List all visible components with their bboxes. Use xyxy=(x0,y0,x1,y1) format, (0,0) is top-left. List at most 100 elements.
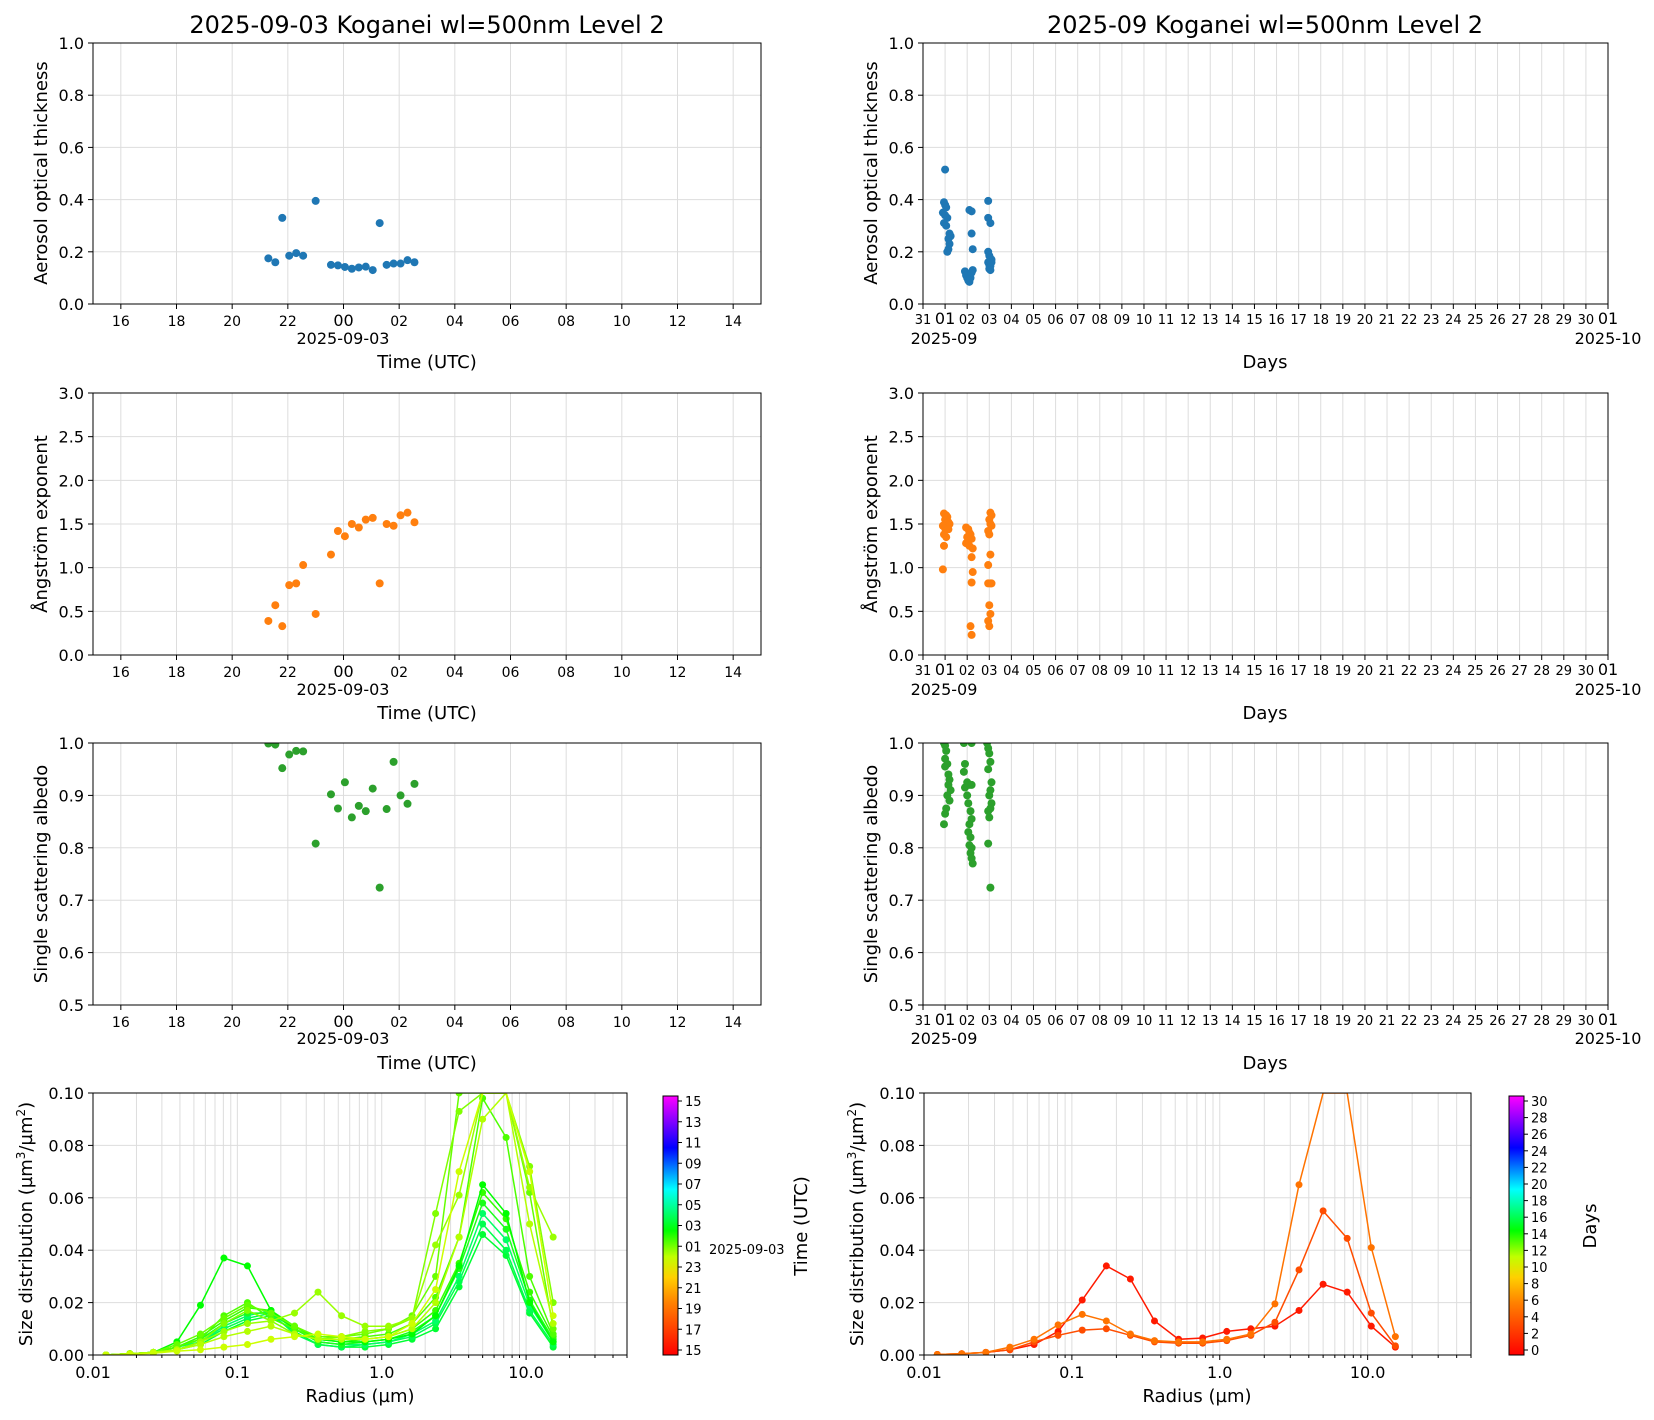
data-point xyxy=(941,165,950,174)
plot-area xyxy=(93,743,761,1005)
data-point xyxy=(984,765,993,774)
y-tick-label: 0.10 xyxy=(48,1084,84,1103)
data-point xyxy=(354,523,363,532)
colorbar-gradient xyxy=(1508,1095,1525,1356)
series-point xyxy=(149,1349,157,1355)
colorbar-tick-label: 03 xyxy=(685,1220,702,1235)
colorbar-tick-label: 18 xyxy=(1531,1195,1548,1210)
series-point xyxy=(220,1254,228,1262)
data-point xyxy=(985,791,994,800)
monthly-angstrom-panel: 0.00.51.01.52.02.53.0 31 01 02 03 04 05 06 07 08… xyxy=(860,384,1641,724)
data-point xyxy=(967,553,976,562)
x-tick-label: 26 xyxy=(1489,313,1506,328)
x-tick-label: 18 xyxy=(168,314,186,330)
x-axis-label: Time (UTC) xyxy=(376,1053,477,1074)
data-point xyxy=(939,820,948,829)
data-point xyxy=(985,813,994,822)
y-tick-label: 3.0 xyxy=(889,384,914,403)
x-axis-label: Time (UTC) xyxy=(376,703,477,724)
data-point xyxy=(292,579,301,588)
colorbar-tick-label: 05 xyxy=(685,1199,702,1214)
series-point xyxy=(502,1246,510,1254)
x-end-label: 2025-10 xyxy=(1575,680,1642,699)
x-tick-label: 19 xyxy=(1335,313,1352,328)
data-point xyxy=(278,764,287,773)
series-point xyxy=(526,1220,534,1228)
data-point xyxy=(271,743,280,749)
colorbar-tick-label: 12 xyxy=(1531,1244,1548,1259)
x-ticks: 0.01 0.1 1.0 10.0 xyxy=(906,1355,1472,1382)
data-point xyxy=(985,601,994,610)
data-point xyxy=(299,251,308,260)
x-tick-label: 02 xyxy=(959,313,976,328)
data-point xyxy=(967,743,976,747)
series-point xyxy=(479,1115,487,1123)
data-point xyxy=(967,229,976,238)
data-point xyxy=(396,511,405,520)
y-tick-label: 0.04 xyxy=(879,1241,915,1260)
series-point xyxy=(243,1320,251,1328)
series-point xyxy=(173,1347,181,1355)
series-point xyxy=(432,1299,440,1307)
data-point xyxy=(389,521,398,530)
daily-aot-panel: 0.00.20.40.60.81.0 16 18 20 22 00 02 04 06 08 10 1… xyxy=(31,34,762,373)
x-tick-label: 08 xyxy=(557,314,575,330)
data-point xyxy=(271,601,280,610)
series-point xyxy=(549,1320,557,1328)
colorbar-tick-label: 24 xyxy=(1531,1145,1548,1160)
data-point xyxy=(964,799,973,808)
x-tick-label: 06 xyxy=(502,665,520,681)
grid xyxy=(923,1092,1472,1356)
series-point xyxy=(1126,1330,1134,1338)
series-point xyxy=(243,1262,251,1270)
x-tick-label: 10 xyxy=(1136,313,1153,328)
series-point xyxy=(432,1325,440,1333)
series-point xyxy=(933,1350,941,1355)
x-tick-label: 30 xyxy=(1578,664,1595,679)
y-axis-label: Ångström exponent xyxy=(30,435,52,613)
data-point xyxy=(333,804,342,813)
colorbar-tick-label: 01 xyxy=(685,1240,702,1255)
data-point xyxy=(326,550,335,559)
series-point xyxy=(1078,1326,1086,1334)
x-tick-label: 12 xyxy=(1180,664,1197,679)
series-point xyxy=(549,1233,557,1241)
x-tick-label: 05 xyxy=(1025,664,1042,679)
y-tick-label: 1.0 xyxy=(889,734,914,753)
x-tick-label: 01 xyxy=(935,1010,955,1029)
x-axis-label: Radius (µm) xyxy=(305,1386,414,1407)
data-point xyxy=(987,579,996,588)
series-point xyxy=(220,1314,228,1322)
data-point xyxy=(410,518,419,527)
x-tick-label: 14 xyxy=(1224,313,1241,328)
x-tick-label: 01 xyxy=(1598,660,1618,679)
x-tick-label: 20 xyxy=(1357,664,1374,679)
y-tick-label: 0.06 xyxy=(48,1189,84,1208)
colorbar-tick-label: 11 xyxy=(685,1137,702,1152)
x-tick-label: 10 xyxy=(1136,664,1153,679)
series-point xyxy=(479,1181,487,1189)
data-point xyxy=(396,791,405,800)
y-tick-label: 0.6 xyxy=(59,138,84,157)
x-tick-label: 03 xyxy=(981,664,998,679)
data-point xyxy=(959,767,968,776)
series-point xyxy=(267,1309,275,1317)
data-point xyxy=(941,809,950,818)
series-point xyxy=(432,1241,440,1249)
x-tick-label: 31 xyxy=(915,664,932,679)
x-tick-label: 14 xyxy=(1224,664,1241,679)
data-point xyxy=(986,609,995,618)
x-tick-label: 05 xyxy=(1025,1014,1042,1029)
series-point xyxy=(361,1335,369,1343)
colorbar-gradient xyxy=(662,1095,679,1356)
x-axis-label: Radius (µm) xyxy=(1142,1386,1251,1407)
x-tick-label: 20 xyxy=(1357,1014,1374,1029)
series-point xyxy=(455,1107,463,1115)
x-tick-label: 0.01 xyxy=(75,1363,111,1382)
colorbar-tick-label: 22 xyxy=(1531,1161,1548,1176)
x-tick-label: 11 xyxy=(1158,1014,1175,1029)
data-points xyxy=(938,508,996,639)
data-point xyxy=(285,251,294,260)
y-tick-label: 1.0 xyxy=(59,734,84,753)
